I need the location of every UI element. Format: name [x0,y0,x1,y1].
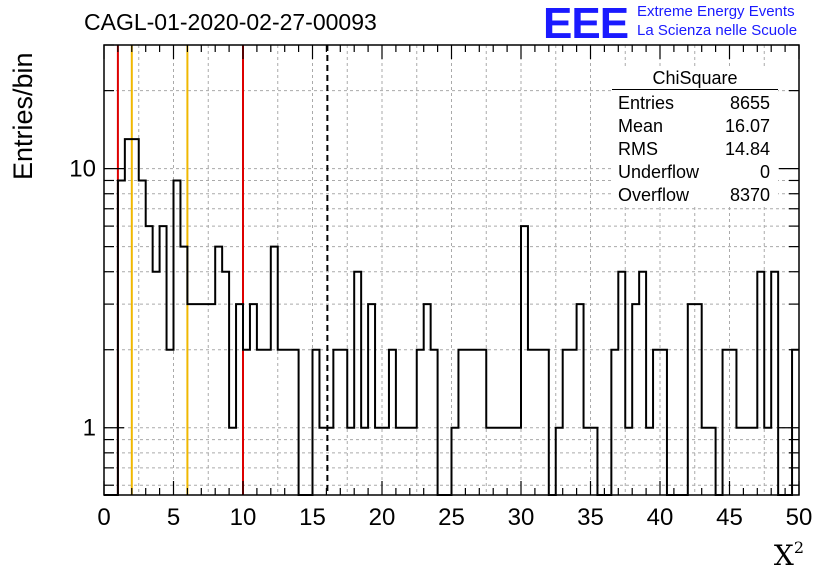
stats-row-underflow: Underflow 0 [612,161,778,184]
x-tick-label: 20 [369,504,396,531]
stats-label: Overflow [618,185,690,205]
stats-label: Mean [618,116,664,136]
x-tick-label: 30 [508,504,535,531]
x-axis-label: X2 [774,538,804,572]
stats-row-overflow: Overflow 8370 [612,184,778,207]
x-tick-label: 0 [97,504,110,531]
x-tick-label: 45 [716,504,743,531]
x-tick-label: 35 [577,504,604,531]
x-tick-label: 10 [230,504,257,531]
y-tick-label: 1 [83,415,96,442]
y-tick-label: 10 [69,156,96,183]
y-axis-ticks: 1 10 [69,44,799,486]
eee-logo: EEE [543,0,629,48]
stats-value: 16.07 [724,116,770,136]
stats-label: Entries [618,93,675,113]
x-axis-ticks: 0 5 10 15 20 25 30 35 40 45 50 [97,45,812,531]
logo-caption: Extreme Energy Events La Scienza nelle S… [637,2,797,40]
y-axis-label: Entries/bin [8,52,38,180]
stats-value: 0 [759,162,770,182]
chart-title: CAGL-01-2020-02-27-00093 [84,9,377,35]
x-tick-label: 40 [647,504,674,531]
stats-header: ChiSquare [612,67,778,90]
stats-value: 14.84 [724,139,770,159]
x-tick-label: 15 [299,504,326,531]
stats-value: 8655 [729,93,770,113]
stats-value: 8370 [729,185,770,205]
x-axis-label-superscript: 2 [793,538,804,557]
stats-box: ChiSquare Entries 8655 Mean 16.07 RMS 14.84… [612,67,778,207]
x-tick-label: 50 [786,504,813,531]
x-axis-label-base: X [773,539,794,572]
x-tick-label: 5 [167,504,180,531]
stats-label: RMS [618,139,658,159]
logo-caption-line2: La Scienza nelle Scuole [637,22,798,39]
stats-row-entries: Entries 8655 [612,92,778,115]
x-tick-label: 25 [438,504,465,531]
logo-caption-line1: Extreme Energy Events [637,3,795,20]
stats-row-rms: RMS 14.84 [612,138,778,161]
stats-row-mean: Mean 16.07 [612,115,778,138]
stats-label: Underflow [618,162,700,182]
